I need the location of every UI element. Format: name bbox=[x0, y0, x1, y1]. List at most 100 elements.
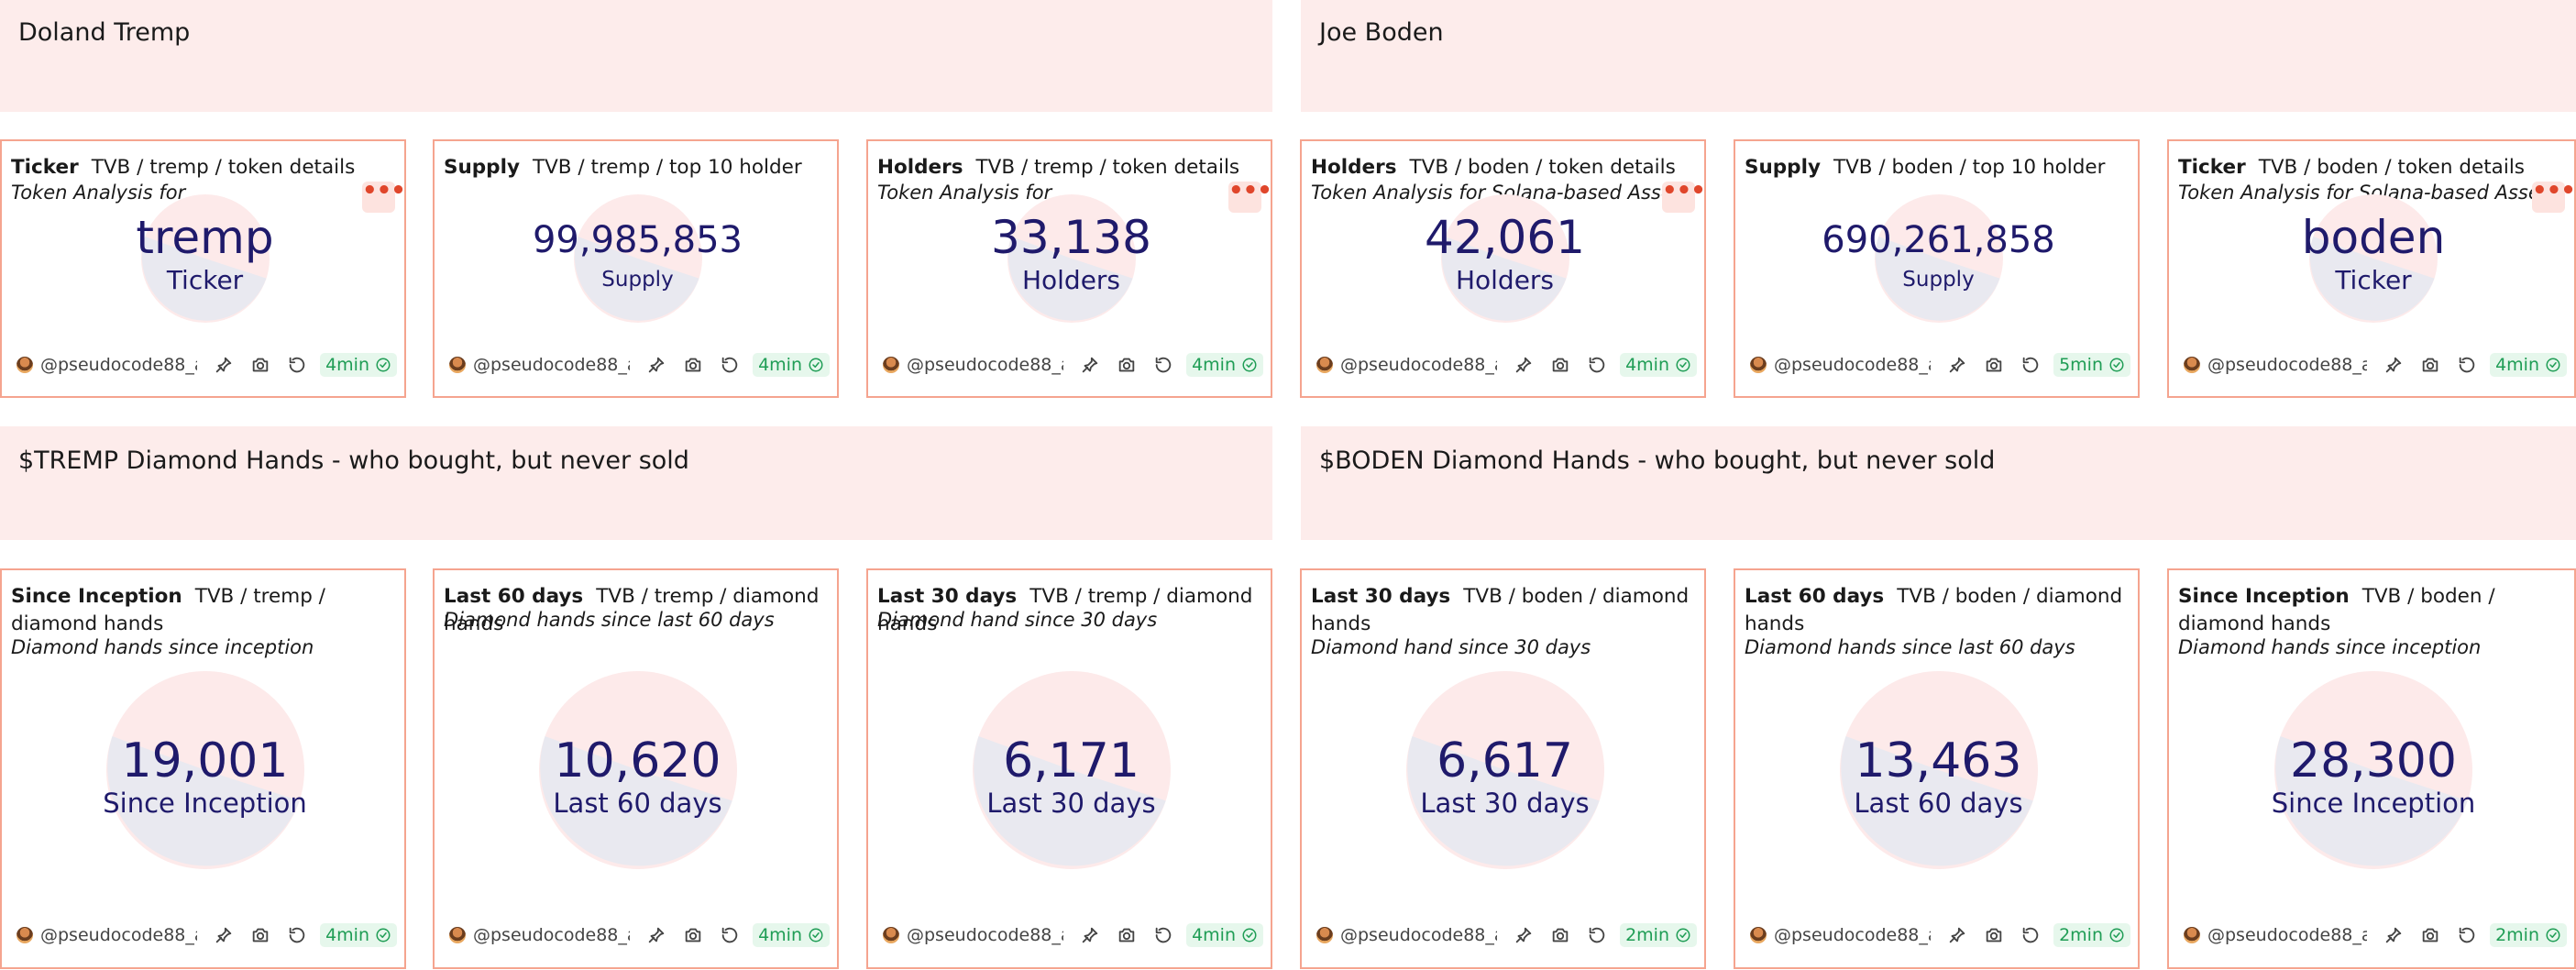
refresh-icon[interactable] bbox=[2457, 925, 2477, 945]
camera-icon[interactable] bbox=[1550, 925, 1570, 945]
refresh-icon[interactable] bbox=[287, 355, 307, 375]
metric-value: 6,171 bbox=[1003, 733, 1139, 788]
pin-icon[interactable] bbox=[1947, 925, 1967, 945]
circle-background bbox=[573, 194, 702, 323]
refresh-icon[interactable] bbox=[287, 925, 307, 945]
card-breadcrumb[interactable]: TVB / boden / token details bbox=[2258, 156, 2525, 179]
card-breadcrumb[interactable]: TVB / boden / diamond hands bbox=[1311, 585, 1690, 635]
pin-icon[interactable] bbox=[1080, 355, 1100, 375]
check-circle-icon bbox=[2539, 357, 2561, 373]
pin-icon[interactable] bbox=[646, 355, 666, 375]
card-subtitle: Diamond hands since last 60 days bbox=[444, 609, 775, 631]
metric-card: Supply TVB / tremp / top 10 holder 99,985,… bbox=[433, 139, 839, 398]
metric-card: Since Inception TVB / tremp / diamond han… bbox=[0, 568, 406, 969]
status-age: 4min bbox=[758, 925, 802, 945]
section-header-tremp: Doland Tremp bbox=[0, 0, 1272, 112]
pin-icon[interactable] bbox=[1947, 355, 1967, 375]
author-link[interactable]: @pseudocode88_aux bbox=[40, 925, 197, 945]
check-circle-icon bbox=[369, 357, 391, 373]
more-options-button[interactable]: ••• bbox=[1228, 179, 1271, 213]
metric-circle: 33,138 Holders bbox=[991, 194, 1151, 323]
author-link[interactable]: @pseudocode88_aux bbox=[473, 925, 630, 945]
card-breadcrumb[interactable]: TVB / boden / top 10 holder bbox=[1833, 156, 2106, 179]
author-link[interactable]: @pseudocode88_aux bbox=[1340, 355, 1497, 375]
pin-icon[interactable] bbox=[1080, 925, 1100, 945]
metric-value: tremp bbox=[136, 211, 274, 264]
metric-card: Last 30 days TVB / boden / diamond hands D… bbox=[1300, 568, 1706, 969]
metric-value: 13,463 bbox=[1855, 733, 2022, 788]
status-badge: 2min bbox=[1620, 923, 1697, 947]
metric-label: Last 30 days bbox=[986, 788, 1156, 819]
author-link[interactable]: @pseudocode88_aux bbox=[1774, 925, 1931, 945]
card-footer: @pseudocode88_aux 4min bbox=[2184, 350, 2567, 380]
more-options-button[interactable]: ••• bbox=[2532, 179, 2574, 213]
refresh-icon[interactable] bbox=[720, 355, 740, 375]
card-footer: @pseudocode88_aux 4min bbox=[449, 350, 830, 380]
author-link[interactable]: @pseudocode88_aux bbox=[1340, 925, 1497, 945]
avatar bbox=[2184, 357, 2200, 373]
avatar bbox=[1750, 357, 1767, 373]
card-breadcrumb[interactable]: TVB / boden / diamond hands bbox=[2178, 585, 2495, 635]
metric-value: 690,261,858 bbox=[1822, 219, 2055, 261]
refresh-icon[interactable] bbox=[1153, 925, 1173, 945]
card-title: Holders bbox=[1311, 156, 1397, 179]
circle-background bbox=[1007, 194, 1136, 323]
refresh-icon[interactable] bbox=[720, 925, 740, 945]
pin-icon[interactable] bbox=[1514, 925, 1534, 945]
refresh-icon[interactable] bbox=[1153, 355, 1173, 375]
card-breadcrumb[interactable]: TVB / tremp / diamond hands bbox=[11, 585, 325, 635]
camera-icon[interactable] bbox=[1984, 925, 2004, 945]
refresh-icon[interactable] bbox=[2020, 355, 2041, 375]
pin-icon[interactable] bbox=[214, 925, 234, 945]
refresh-icon[interactable] bbox=[1587, 355, 1607, 375]
author-link[interactable]: @pseudocode88_aux bbox=[1774, 355, 1931, 375]
refresh-icon[interactable] bbox=[1587, 925, 1607, 945]
card-breadcrumb[interactable]: TVB / boden / diamond hands bbox=[1745, 585, 2123, 635]
card-breadcrumb[interactable]: TVB / tremp / diamond hands bbox=[444, 585, 820, 635]
card-footer: @pseudocode88_aux 2min bbox=[2184, 920, 2567, 950]
card-breadcrumb[interactable]: TVB / tremp / token details bbox=[975, 156, 1240, 179]
pin-icon[interactable] bbox=[214, 355, 234, 375]
author-link[interactable]: @pseudocode88_aux bbox=[2207, 925, 2367, 945]
avatar bbox=[1316, 927, 1333, 943]
author-link[interactable]: @pseudocode88_aux bbox=[473, 355, 630, 375]
status-age: 2min bbox=[2495, 925, 2539, 945]
camera-icon[interactable] bbox=[250, 355, 270, 375]
card-subtitle: Diamond hand since 30 days bbox=[877, 609, 1158, 631]
more-options-button[interactable]: ••• bbox=[1662, 179, 1704, 213]
pin-icon[interactable] bbox=[2383, 355, 2404, 375]
metric-label: Holders bbox=[1021, 265, 1121, 295]
camera-icon[interactable] bbox=[1550, 355, 1570, 375]
card-header: Holders TVB / tremp / token details bbox=[877, 154, 1261, 182]
author-link[interactable]: @pseudocode88_aux bbox=[907, 355, 1063, 375]
status-age: 4min bbox=[2495, 355, 2539, 375]
pin-icon[interactable] bbox=[2383, 925, 2404, 945]
card-breadcrumb[interactable]: TVB / tremp / diamond hands bbox=[877, 585, 1253, 635]
camera-icon[interactable] bbox=[2420, 925, 2440, 945]
camera-icon[interactable] bbox=[1117, 355, 1137, 375]
author-link[interactable]: @pseudocode88_aux bbox=[2207, 355, 2367, 375]
pin-icon[interactable] bbox=[646, 925, 666, 945]
avatar bbox=[17, 927, 33, 943]
card-footer: @pseudocode88_aux 5min bbox=[1750, 350, 2130, 380]
card-breadcrumb[interactable]: TVB / tremp / top 10 holder bbox=[532, 156, 802, 179]
camera-icon[interactable] bbox=[1984, 355, 2004, 375]
avatar bbox=[883, 927, 899, 943]
more-options-button[interactable]: ••• bbox=[362, 179, 404, 213]
metric-card: Last 60 days TVB / tremp / diamond hands D… bbox=[433, 568, 839, 969]
camera-icon[interactable] bbox=[683, 925, 703, 945]
pin-icon[interactable] bbox=[1514, 355, 1534, 375]
card-breadcrumb[interactable]: TVB / boden / token details bbox=[1409, 156, 1676, 179]
camera-icon[interactable] bbox=[2420, 355, 2440, 375]
card-breadcrumb[interactable]: TVB / tremp / token details bbox=[91, 156, 356, 179]
metric-card: Since Inception TVB / boden / diamond han… bbox=[2167, 568, 2576, 969]
camera-icon[interactable] bbox=[1117, 925, 1137, 945]
author-link[interactable]: @pseudocode88_aux bbox=[40, 355, 197, 375]
refresh-icon[interactable] bbox=[2457, 355, 2477, 375]
author-link[interactable]: @pseudocode88_aux bbox=[907, 925, 1063, 945]
avatar bbox=[449, 357, 466, 373]
camera-icon[interactable] bbox=[250, 925, 270, 945]
refresh-icon[interactable] bbox=[2020, 925, 2041, 945]
card-title: Last 30 days bbox=[877, 585, 1018, 608]
camera-icon[interactable] bbox=[683, 355, 703, 375]
